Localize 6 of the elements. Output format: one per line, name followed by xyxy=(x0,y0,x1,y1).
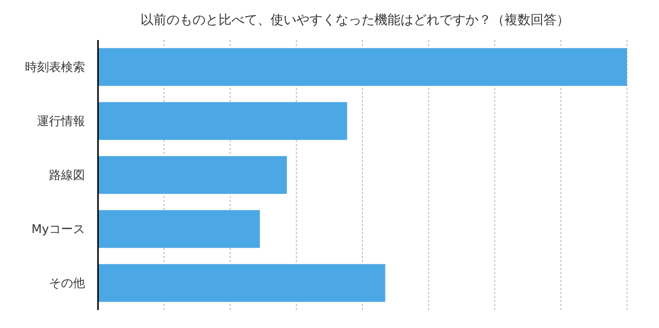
y-tick-label: 路線図 xyxy=(49,168,85,182)
y-tick-label: 時刻表検索 xyxy=(25,60,85,74)
y-tick-label: その他 xyxy=(49,276,85,290)
chart-title: 以前のものと比べて、使いやすくなった機能はどれですか？（複数回答） xyxy=(140,13,570,28)
y-tick-label: Myコース xyxy=(32,222,85,236)
y-tick-label: 運行情報 xyxy=(37,114,85,128)
